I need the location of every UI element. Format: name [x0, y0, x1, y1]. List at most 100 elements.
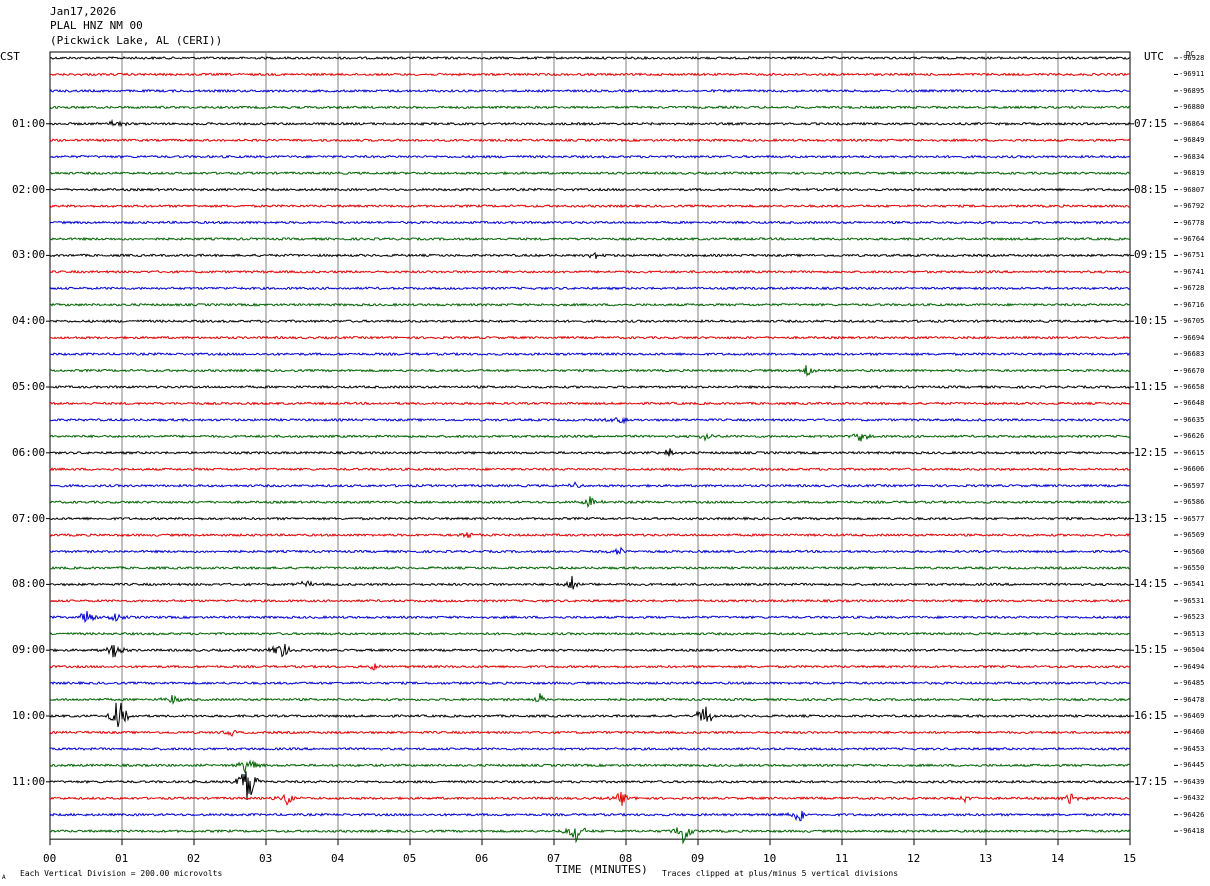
trace-line [49, 302, 1131, 307]
dc-offset-label: -96778 [1179, 218, 1205, 227]
trace-line [49, 365, 1131, 377]
dc-offset-label: -96615 [1179, 448, 1205, 457]
date-label: Jan17,2026 [50, 5, 117, 18]
trace-line [50, 565, 1131, 571]
trace-line [49, 810, 1131, 822]
x-tick-label: 04 [331, 852, 345, 865]
dc-offset-label: -96751 [1179, 251, 1205, 260]
dc-offset-label: -96658 [1179, 383, 1205, 391]
x-tick-label: 12 [907, 852, 921, 865]
trace-line [49, 575, 1131, 590]
trace-line [49, 643, 1130, 658]
trace-line [49, 318, 1131, 324]
dc-offset-label: -96705 [1179, 317, 1205, 326]
trace-line [49, 72, 1131, 77]
x-tick-label: 07 [547, 852, 561, 865]
dc-offset-label: -96864 [1179, 119, 1205, 128]
dc-offset-label: -96432 [1179, 794, 1205, 803]
trace-line [49, 693, 1131, 705]
left-hour-label: 02:00 [12, 182, 46, 196]
dc-offset-label: -96550 [1179, 563, 1205, 572]
dc-offset-label: -96626 [1179, 432, 1205, 441]
trace-line [49, 269, 1131, 275]
dc-offset-label: -96560 [1179, 547, 1205, 556]
dc-offset-label: -96849 [1179, 136, 1205, 145]
scale-note: Each Vertical Division = 200.00 microvol… [20, 869, 223, 878]
dc-offset-label: -96485 [1179, 679, 1205, 688]
trace-line [49, 416, 1131, 425]
trace-line [49, 546, 1131, 555]
left-hour-label: 09:00 [12, 643, 46, 657]
plot-frame [49, 51, 1131, 840]
x-tick-label: 01 [115, 852, 129, 865]
dc-offset-label: -96694 [1179, 333, 1205, 342]
dc-offset-label: -96648 [1179, 399, 1205, 408]
dc-offset-label: -96504 [1179, 646, 1205, 655]
right-hour-label: 08:15 [1134, 182, 1168, 196]
dc-offset-label: -96597 [1179, 481, 1205, 490]
dc-offset-label: -96513 [1179, 629, 1205, 638]
dc-offset-label: -96478 [1179, 695, 1205, 704]
trace-line [49, 746, 1131, 751]
trace-line [49, 516, 1131, 521]
trace-line [49, 432, 1131, 442]
dc-offset-label: -96426 [1179, 810, 1205, 819]
x-tick-label: 15 [1123, 852, 1137, 865]
left-hour-label: 10:00 [12, 709, 46, 722]
x-tick-label: 03 [259, 852, 273, 865]
trace-line [49, 702, 1131, 728]
dc-offset-label: -96523 [1179, 613, 1205, 622]
trace-line [49, 220, 1131, 225]
right-timezone-label: UTC [1144, 50, 1164, 63]
trace-line [49, 680, 1131, 686]
left-hour-label: 08:00 [12, 577, 46, 591]
dc-offset-label: -96880 [1179, 103, 1205, 112]
trace-line [49, 105, 1131, 110]
trace-line [49, 335, 1131, 340]
x-tick-label: 05 [403, 852, 417, 865]
dc-offset-label: -96928 [1179, 54, 1205, 62]
trace-line [49, 286, 1131, 291]
trace-line [49, 729, 1131, 737]
clip-note: Traces clipped at plus/minus 5 vertical … [662, 869, 899, 878]
dc-offset-label: -96741 [1179, 267, 1205, 276]
trace-line [49, 118, 1131, 128]
trace-line [49, 203, 1130, 209]
dc-offset-label: -96577 [1179, 514, 1205, 523]
dc-offset-label: -96453 [1179, 744, 1205, 753]
trace-line [49, 170, 1131, 176]
trace-line [49, 631, 1130, 636]
dc-offset-label: -96569 [1179, 531, 1205, 540]
dc-offset-label: -96439 [1179, 777, 1205, 786]
right-hour-label: 16:15 [1134, 709, 1168, 722]
dc-offset-label: -96586 [1179, 498, 1205, 507]
dc-offset-label: -96541 [1179, 580, 1205, 589]
corner-mark: A [2, 874, 6, 881]
trace-line [49, 663, 1131, 671]
left-hour-label: 03:00 [12, 248, 46, 262]
trace-line [49, 481, 1131, 488]
trace-line [49, 827, 1131, 845]
x-tick-label: 14 [1051, 852, 1065, 865]
right-hour-label: 14:15 [1134, 577, 1168, 591]
trace-line [49, 759, 1131, 774]
trace-line [49, 467, 1131, 472]
trace-line [49, 532, 1131, 539]
dc-offset-label: -96531 [1179, 596, 1205, 605]
x-tick-label: 00 [43, 852, 57, 865]
trace-line [49, 496, 1131, 509]
location-label: (Pickwick Lake, AL (CERI)) [50, 34, 223, 47]
dc-offset-label: -96911 [1179, 70, 1205, 79]
x-tick-label: 06 [475, 852, 489, 865]
trace-line [49, 611, 1131, 623]
dc-offset-label: -96764 [1179, 234, 1205, 243]
trace-line [49, 384, 1131, 390]
trace-line [49, 791, 1131, 806]
dc-offset-label: -96819 [1179, 169, 1205, 178]
left-hour-label: 11:00 [12, 774, 46, 788]
x-tick-label: 09 [691, 852, 705, 865]
x-tick-label: 13 [979, 852, 993, 865]
right-hour-label: 13:15 [1134, 511, 1168, 525]
dc-offset-label: -96469 [1179, 712, 1205, 720]
dc-offset-label: -96716 [1179, 300, 1205, 309]
